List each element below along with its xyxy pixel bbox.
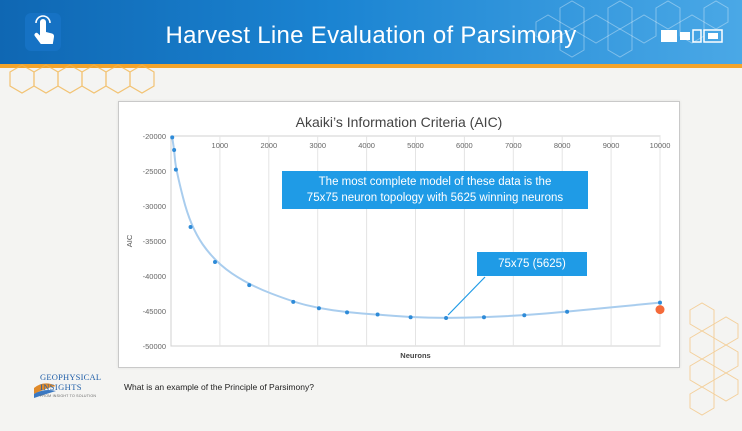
geophysical-insights-logo-icon xyxy=(34,383,56,398)
logo-tagline: FROM INSIGHT TO SOLUTION xyxy=(40,394,97,398)
highlight-point xyxy=(655,305,665,315)
y-tick-label: -30000 xyxy=(143,202,166,211)
x-axis-label: Neurons xyxy=(400,351,430,360)
presentation-nav-icon[interactable] xyxy=(660,28,724,44)
chart-title: Akaiki’s Information Criteria (AIC) xyxy=(295,114,503,130)
y-tick-label: -50000 xyxy=(143,342,166,351)
x-tick-label: 4000 xyxy=(358,141,375,150)
y-tick-label: -40000 xyxy=(143,272,166,281)
data-point xyxy=(658,300,662,305)
logo-line1: GEOPHYSICAL xyxy=(40,372,102,382)
y-tick-label: -35000 xyxy=(143,237,166,246)
title-banner: Harvest Line Evaluation of Parsimony xyxy=(0,0,742,64)
page-title: Harvest Line Evaluation of Parsimony xyxy=(165,22,577,49)
footer-question: What is an example of the Principle of P… xyxy=(124,382,314,392)
data-point xyxy=(173,167,178,172)
hexagon-strip xyxy=(9,64,155,94)
x-tick-label: 3000 xyxy=(309,141,326,150)
data-point xyxy=(316,306,321,311)
data-point xyxy=(565,309,570,314)
x-tick-label: 8000 xyxy=(554,141,571,150)
data-point xyxy=(213,260,218,264)
corner-hexagon-pattern xyxy=(689,302,739,416)
x-tick-label: 5000 xyxy=(407,141,424,150)
data-point xyxy=(522,313,527,318)
data-point xyxy=(375,312,380,317)
y-tick-label: -45000 xyxy=(143,307,166,316)
chart-card: Akaiki’s Information Criteria (AIC) xyxy=(118,101,680,368)
x-tick-label: 6000 xyxy=(456,141,473,150)
data-point xyxy=(247,283,252,288)
callout-leader-line xyxy=(447,276,486,316)
data-point xyxy=(172,148,177,152)
data-point xyxy=(291,299,296,304)
x-tick-label: 9000 xyxy=(603,141,620,150)
summary-callout-line2: 75x75 neuron topology with 5625 winning … xyxy=(306,192,564,204)
series-line xyxy=(171,137,661,319)
orange-accent-band xyxy=(0,64,742,68)
y-tick-label: -25000 xyxy=(143,167,166,176)
aic-line-chart: 1000 2000 3000 4000 5000 6000 7000 8000 9000 1000… xyxy=(125,132,671,360)
y-axis-label: AIC xyxy=(125,234,134,247)
point-label-callout: 75x75 (5625) xyxy=(477,252,587,276)
data-point xyxy=(188,225,193,229)
logo-line2: INSIGHTS xyxy=(40,382,82,392)
data-point xyxy=(444,316,449,320)
y-tick-label: -20000 xyxy=(143,132,166,141)
summary-callout-line1: The most complete model of these data is… xyxy=(318,176,552,188)
x-tick-label: 7000 xyxy=(505,141,522,150)
data-point xyxy=(408,315,413,320)
summary-callout: The most complete model of these data is… xyxy=(282,171,588,209)
data-point xyxy=(170,135,175,140)
data-point xyxy=(481,315,486,320)
data-point xyxy=(345,310,350,315)
x-tick-label: 2000 xyxy=(260,141,277,150)
touch-hand-icon[interactable] xyxy=(24,12,62,52)
x-tick-label: 1000 xyxy=(212,141,229,150)
x-tick-label: 10000 xyxy=(650,141,671,150)
